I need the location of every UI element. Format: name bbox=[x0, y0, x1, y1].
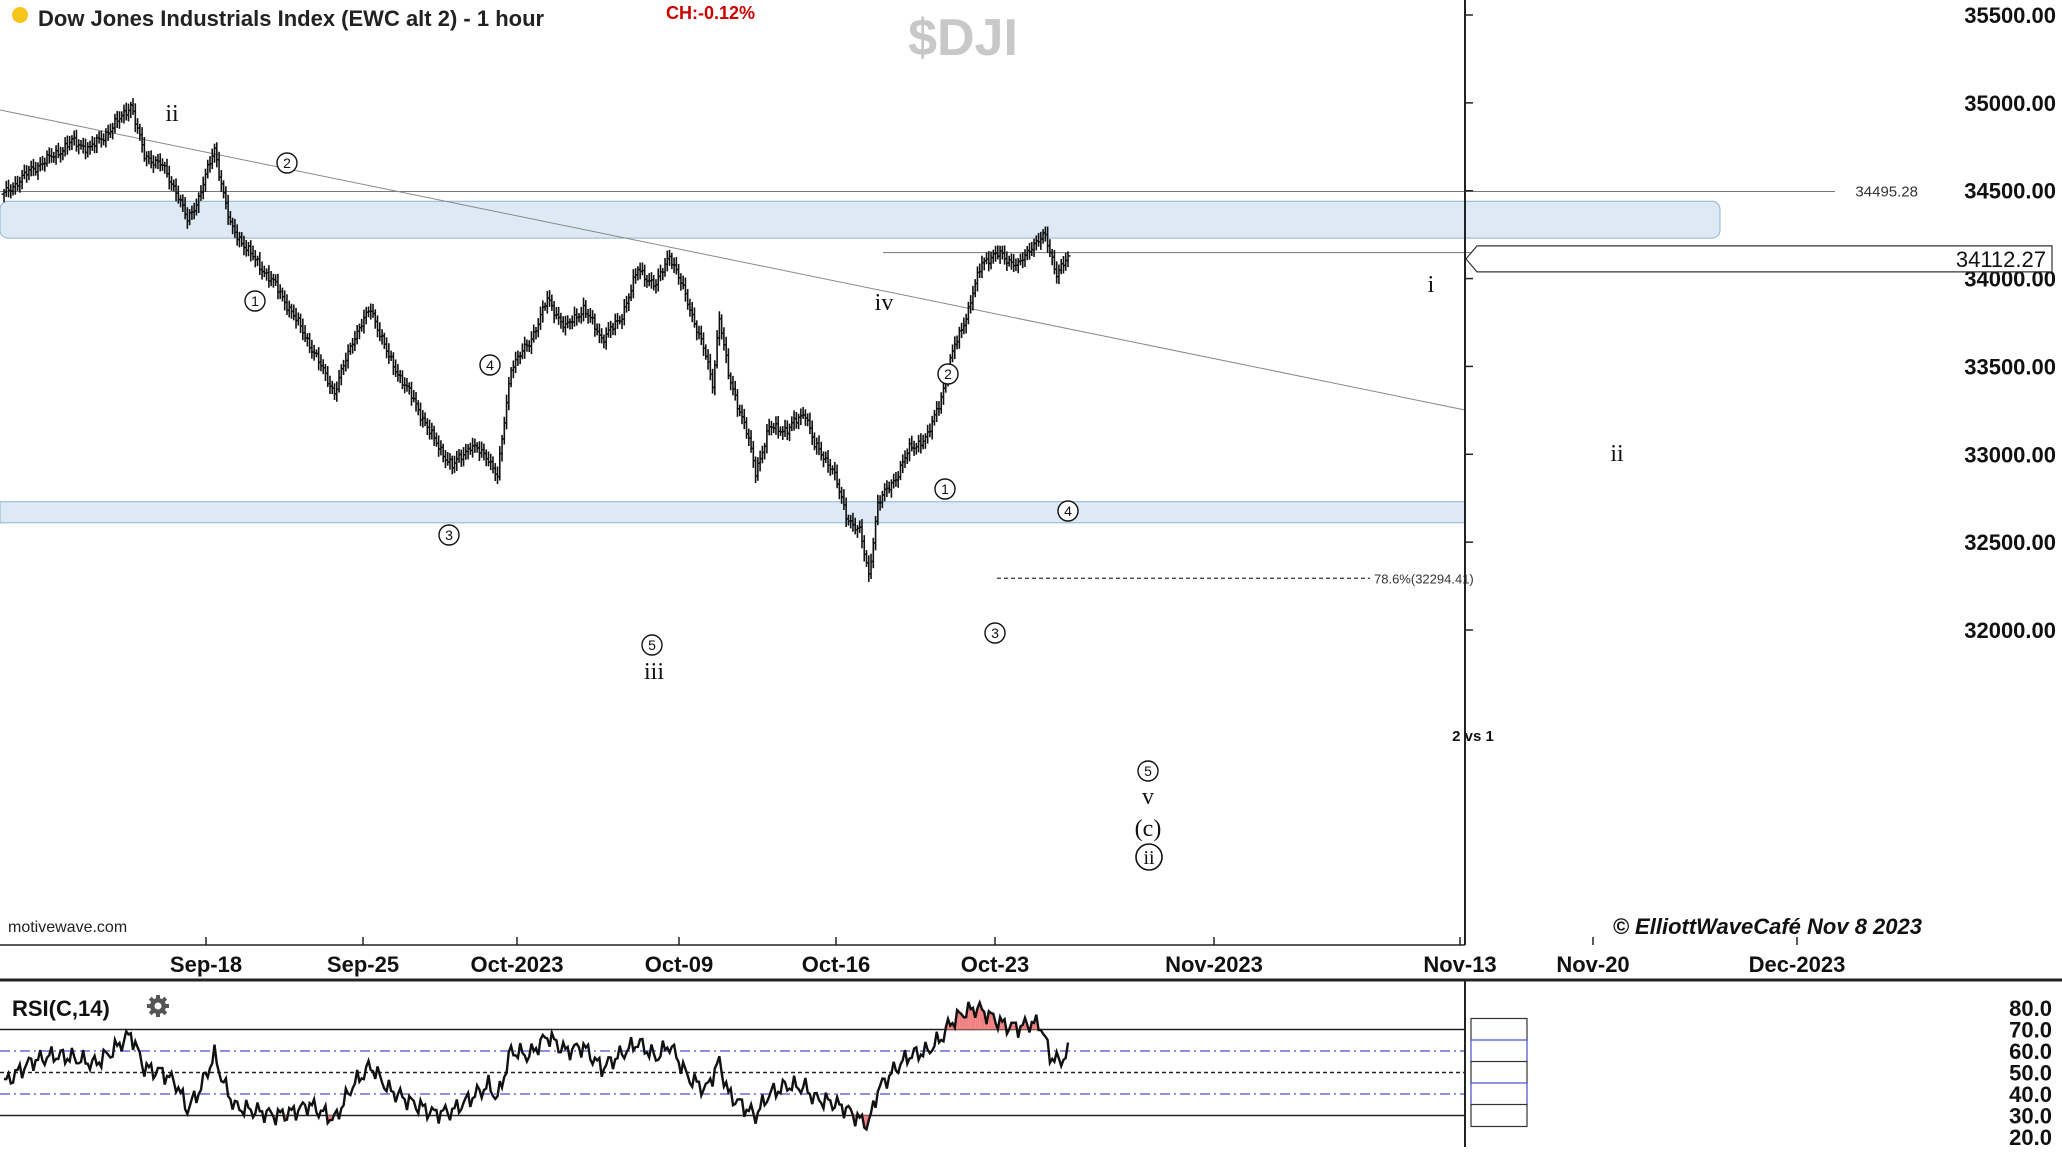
wave-label-iv: iv bbox=[875, 290, 894, 316]
rsi-tick-box bbox=[1471, 1062, 1527, 1084]
status-dot bbox=[12, 7, 28, 23]
rsi-tick-box bbox=[1471, 1083, 1527, 1105]
time-tick-label: Oct-16 bbox=[802, 952, 870, 977]
copyright-note: © ElliottWaveCafé Nov 8 2023 bbox=[1613, 914, 1922, 939]
last-price-label: 34112.27 bbox=[1956, 247, 2046, 272]
wave-label-3-b: 3 bbox=[991, 625, 999, 641]
rsi-tick-label: 20.0 bbox=[2009, 1125, 2052, 1147]
rsi-tick-box bbox=[1471, 1040, 1527, 1062]
gear-icon[interactable] bbox=[147, 995, 169, 1017]
wave-label-ii-projected: ii bbox=[1610, 441, 1624, 467]
rsi-title: RSI(C,14) bbox=[12, 996, 110, 1021]
rsi-tick-box bbox=[1471, 1105, 1527, 1127]
wave-label-2-a: 2 bbox=[283, 155, 291, 171]
gear-icon-tooth bbox=[147, 1004, 152, 1008]
time-tick-label: Nov-2023 bbox=[1165, 952, 1263, 977]
price-tick-label: 32000.00 bbox=[1964, 618, 2056, 643]
time-tick-label: Nov-20 bbox=[1556, 952, 1629, 977]
time-tick-label: Oct-2023 bbox=[471, 952, 564, 977]
wave-label-4-a: 4 bbox=[486, 357, 494, 373]
wave-label-5-b: 5 bbox=[1144, 763, 1152, 779]
wave-label-ii-top: ii bbox=[165, 101, 179, 127]
wave-label-1-a: 1 bbox=[251, 293, 259, 309]
gear-icon-tooth bbox=[164, 1004, 169, 1008]
resistance-zone bbox=[0, 201, 1720, 238]
note-2-vs-1: 2 vs 1 bbox=[1452, 728, 1494, 745]
wave-label-5-a: 5 bbox=[648, 637, 656, 653]
time-tick-label: Sep-18 bbox=[170, 952, 242, 977]
price-tick-label: 32500.00 bbox=[1964, 530, 2056, 555]
wave-label-c: (c) bbox=[1135, 816, 1162, 842]
gear-icon-tooth bbox=[156, 995, 160, 1000]
price-tick-label: 34500.00 bbox=[1964, 179, 2056, 204]
gear-icon-tooth bbox=[156, 1012, 160, 1017]
chart-title: Dow Jones Industrials Index (EWC alt 2) … bbox=[38, 6, 545, 31]
symbol-watermark: $DJI bbox=[908, 9, 1018, 67]
price-tick-label: 33000.00 bbox=[1964, 442, 2056, 467]
wave-label-iii: iii bbox=[644, 659, 664, 685]
price-tick-label: 33500.00 bbox=[1964, 354, 2056, 379]
wave-label-i: i bbox=[1428, 272, 1435, 298]
support-zone bbox=[0, 502, 1465, 523]
price-tick-label: 35000.00 bbox=[1964, 91, 2056, 116]
rsi-tick-box bbox=[1471, 1019, 1527, 1041]
time-tick-label: Sep-25 bbox=[327, 952, 399, 977]
rsi-overbought-fill bbox=[964, 1017, 966, 1029]
source-watermark: motivewave.com bbox=[8, 919, 127, 936]
price-tick-label: 35500.00 bbox=[1964, 3, 2056, 28]
gear-icon-hole bbox=[155, 1003, 162, 1010]
wave-label-2-b: 2 bbox=[944, 366, 952, 382]
time-tick-label: Dec-2023 bbox=[1749, 952, 1846, 977]
level-label-34495: 34495.28 bbox=[1855, 184, 1918, 201]
wave-label-1-b: 1 bbox=[941, 481, 949, 497]
fib-label: 78.6%(32294.41) bbox=[1374, 571, 1474, 586]
wave-label-4-b: 4 bbox=[1064, 503, 1072, 519]
wave-label-v: v bbox=[1142, 784, 1154, 810]
time-tick-label: Oct-23 bbox=[961, 952, 1029, 977]
wave-label-3-a: 3 bbox=[445, 527, 453, 543]
wave-label-ii-circled: ii bbox=[1143, 847, 1155, 869]
time-tick-label: Nov-13 bbox=[1423, 952, 1496, 977]
change-readout: CH:-0.12% bbox=[666, 3, 755, 23]
time-tick-label: Oct-09 bbox=[645, 952, 713, 977]
